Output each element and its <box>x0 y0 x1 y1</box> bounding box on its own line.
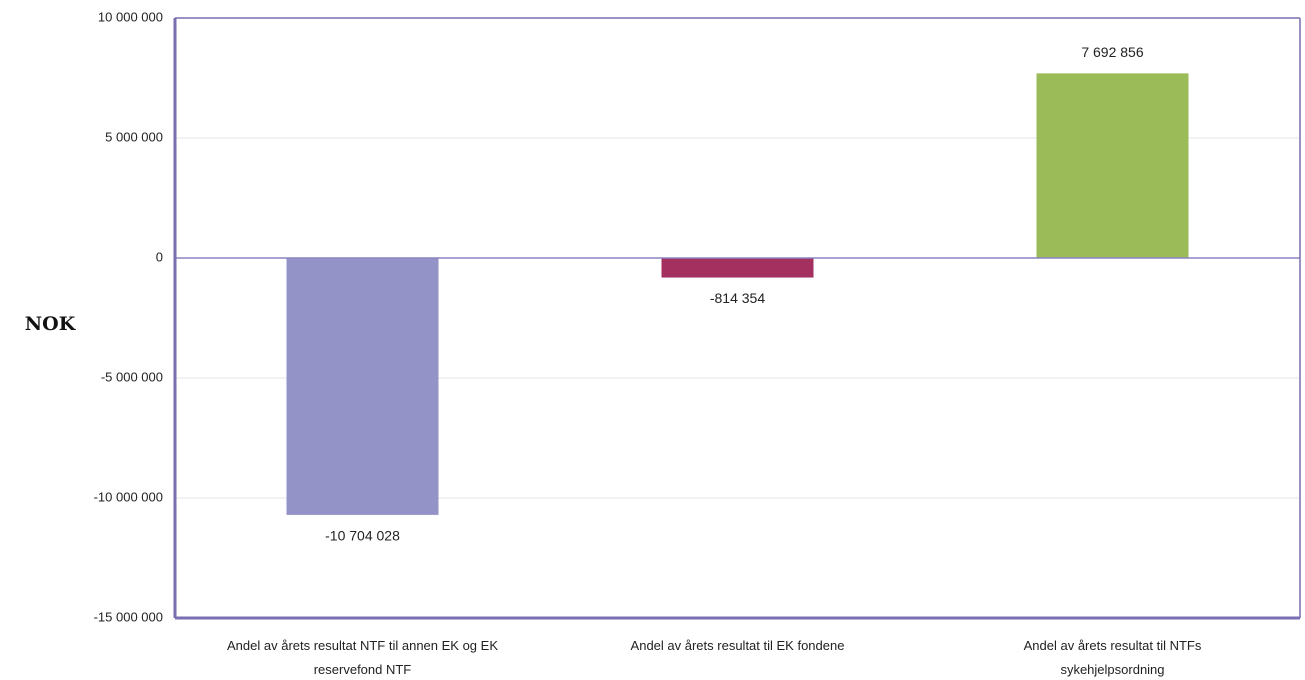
bars <box>286 73 1189 515</box>
category-label-line: Andel av årets resultat NTF til annen EK… <box>227 638 498 653</box>
plot-frame <box>173 17 1301 620</box>
data-label: -10 704 028 <box>325 528 400 544</box>
y-tick-label: -10 000 000 <box>94 489 163 504</box>
category-label: Andel av årets resultat til NTFs sykehjel… <box>1024 638 1202 677</box>
category-label-line: reservefond NTF <box>314 662 412 677</box>
y-tick-label: 10 000 000 <box>98 9 163 24</box>
category-label: Andel av årets resultat NTF til annen EK… <box>227 638 498 677</box>
y-tick-label: 0 <box>156 249 163 264</box>
y-tick-label: -5 000 000 <box>101 369 163 384</box>
category-label-line: Andel av årets resultat til EK fondene <box>631 638 845 653</box>
category-label: Andel av årets resultat til EK fondene <box>631 638 845 653</box>
category-label-line: sykehjelpsordning <box>1060 662 1164 677</box>
y-axis-label: NOK <box>25 313 77 335</box>
category-label-line: Andel av årets resultat til NTFs <box>1024 638 1202 653</box>
data-label: -814 354 <box>710 290 765 306</box>
y-axis-tick-labels: 10 000 000 5 000 000 0 -5 000 000 -10 000 00… <box>94 9 163 624</box>
y-tick-label: -15 000 000 <box>94 609 163 624</box>
data-labels: -10 704 028 -814 354 7 692 856 <box>325 44 1144 544</box>
bar <box>286 258 439 515</box>
bar <box>1036 73 1189 258</box>
y-tick-label: 5 000 000 <box>105 129 163 144</box>
bar <box>661 258 814 278</box>
category-labels: Andel av årets resultat NTF til annen EK… <box>227 638 1202 677</box>
data-label: 7 692 856 <box>1081 44 1143 60</box>
